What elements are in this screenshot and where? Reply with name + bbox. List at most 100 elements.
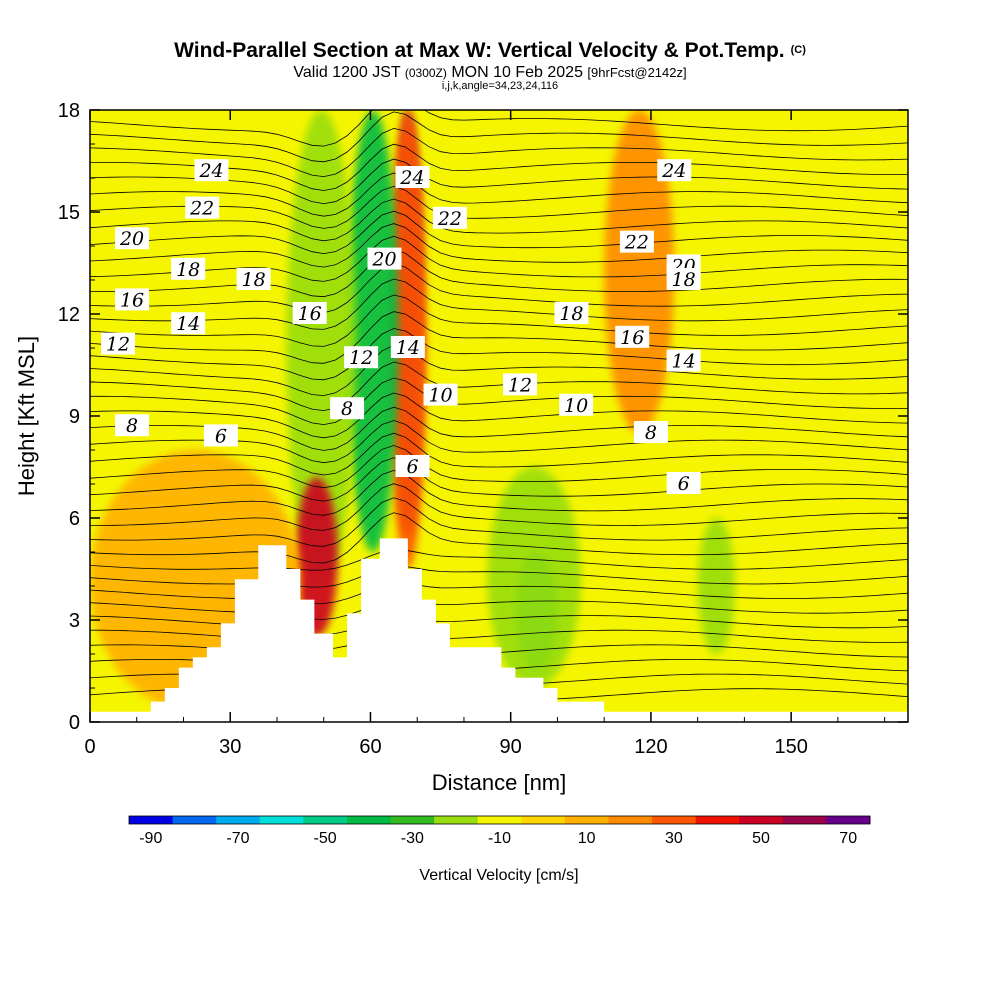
- y-tick-label: 0: [69, 712, 80, 734]
- isentrope-line: [90, 599, 908, 620]
- colorbar-swatch: [739, 816, 784, 824]
- isentrope-label: 16: [292, 302, 327, 325]
- isentrope-line: [90, 497, 908, 547]
- isentrope-line: [90, 235, 908, 282]
- y-tick-label: 15: [58, 202, 80, 224]
- x-axis-label: Distance [nm]: [432, 770, 567, 795]
- isentrope-label-text: 22: [189, 198, 214, 220]
- colorbar-tick-label: -30: [401, 830, 424, 847]
- isentrope-line: [90, 432, 908, 476]
- isentrope-label: 16: [115, 288, 150, 311]
- isentrope-label-text: 14: [176, 313, 200, 335]
- y-tick-label: 9: [69, 406, 80, 428]
- isentrope-label: 20: [367, 247, 402, 271]
- isentrope-label-text: 12: [508, 374, 532, 396]
- velocity-feature-low-downdraft: [697, 518, 736, 654]
- colorbar-tick-label: -70: [226, 830, 249, 847]
- isentrope-label-text: 20: [119, 228, 144, 250]
- isentrope-label-text: 18: [242, 269, 266, 291]
- isentrope-label-text: 6: [215, 425, 227, 447]
- colorbar-swatch: [390, 816, 435, 824]
- colorbar-swatch: [608, 816, 653, 824]
- colorbar-swatch: [434, 816, 479, 824]
- isentrope-line: [90, 377, 908, 426]
- isentrope-label-text: 22: [437, 208, 462, 230]
- isentrope-label-text: 24: [399, 167, 424, 189]
- isentrope-label: 6: [666, 472, 701, 495]
- isentrope-label: 10: [423, 383, 458, 407]
- isentrope-label-text: 10: [564, 395, 588, 417]
- x-tick-label: 30: [219, 736, 241, 758]
- chart-indices: i,j,k,angle=34,23,24,116: [442, 80, 558, 92]
- colorbar-swatch: [695, 816, 740, 824]
- isentrope-line: [90, 172, 908, 217]
- colorbar-swatch: [826, 816, 871, 824]
- isentrope-line: [90, 344, 908, 397]
- isentrope-line: [90, 263, 908, 314]
- colorbar-tick-label: 50: [752, 830, 770, 847]
- colorbar-swatch: [346, 816, 392, 824]
- isentrope-label: 14: [390, 336, 425, 359]
- isentrope-label: 22: [619, 230, 654, 254]
- isentrope-label-text: 18: [559, 303, 583, 325]
- colorbar-swatch: [564, 816, 609, 824]
- colorbar-swatch: [216, 816, 261, 824]
- isentrope-label-text: 6: [406, 456, 418, 478]
- isentrope-line: [90, 565, 908, 588]
- x-axis: 0 30 60 90 120 150: [84, 110, 886, 758]
- isentrope-line: [90, 483, 908, 531]
- velocity-feature-low-downdraft: [487, 467, 581, 688]
- colorbar-swatch: [259, 816, 304, 824]
- isentrope-line: [90, 127, 908, 178]
- isentrope-label: 16: [615, 325, 650, 349]
- isentrope-label: 6: [203, 424, 238, 447]
- isentrope-label: 12: [101, 332, 136, 356]
- isentrope-label: 12: [503, 373, 538, 396]
- y-axis: 0 3 6 9 12 15 18: [58, 100, 908, 734]
- isentrope-label-text: 8: [126, 415, 138, 437]
- velocity-feature-downdraft-band: [347, 110, 399, 552]
- colorbar-swatch: [129, 816, 174, 824]
- isentrope-label-text: 24: [661, 160, 686, 182]
- colorbar-swatch: [521, 816, 566, 824]
- isentrope-line: [90, 311, 908, 364]
- isentrope-label: 12: [344, 346, 379, 369]
- isentrope-label: 8: [633, 421, 668, 444]
- isentrope-label-text: 8: [341, 398, 353, 420]
- isentrope-label-text: 14: [396, 337, 420, 359]
- isentrope-line: [90, 445, 908, 489]
- isentrope-label-text: 20: [371, 249, 396, 271]
- isentrope-line: [90, 249, 908, 298]
- colorbar-tick-label: -50: [314, 830, 337, 847]
- isentrope-label-text: 18: [176, 259, 200, 281]
- isentrope-label-text: 22: [624, 232, 649, 254]
- chart-subtitle: Valid 1200 JST (0300Z) MON 10 Feb 2025 […: [293, 64, 686, 81]
- colorbar-tick-label: -10: [488, 830, 511, 847]
- isentrope-line: [90, 328, 908, 381]
- colorbar-swatch: [172, 816, 217, 824]
- isentrope-label: 18: [554, 302, 589, 325]
- isentrope-label-text: 12: [349, 347, 373, 369]
- isentrope-line: [90, 392, 908, 439]
- isentrope-label-text: 8: [645, 422, 657, 444]
- isentrope-label-text: 18: [672, 269, 696, 291]
- isentrope-line: [90, 198, 908, 242]
- isentrope-line: [90, 110, 908, 147]
- isentrope-label: 14: [666, 349, 701, 373]
- velocity-feature-lee-updraft: [295, 477, 338, 637]
- isentrope-line: [90, 185, 908, 229]
- isentrope-line: [90, 278, 908, 330]
- isentrope-label-text: 24: [198, 160, 223, 182]
- isentrope-label: 10: [559, 393, 594, 417]
- isentrope-label-text: 12: [106, 334, 130, 356]
- colorbar-swatch: [652, 816, 697, 824]
- isentrope-line: [90, 294, 908, 347]
- isentrope-line: [90, 457, 908, 502]
- isentrope-label: 8: [115, 414, 150, 437]
- isentrope-line: [90, 512, 908, 564]
- isentrope-label: 18: [171, 257, 206, 281]
- isentrope-label: 20: [115, 227, 150, 250]
- isentrope-label: 24: [194, 159, 229, 182]
- isentrope-label-text: 6: [678, 473, 690, 495]
